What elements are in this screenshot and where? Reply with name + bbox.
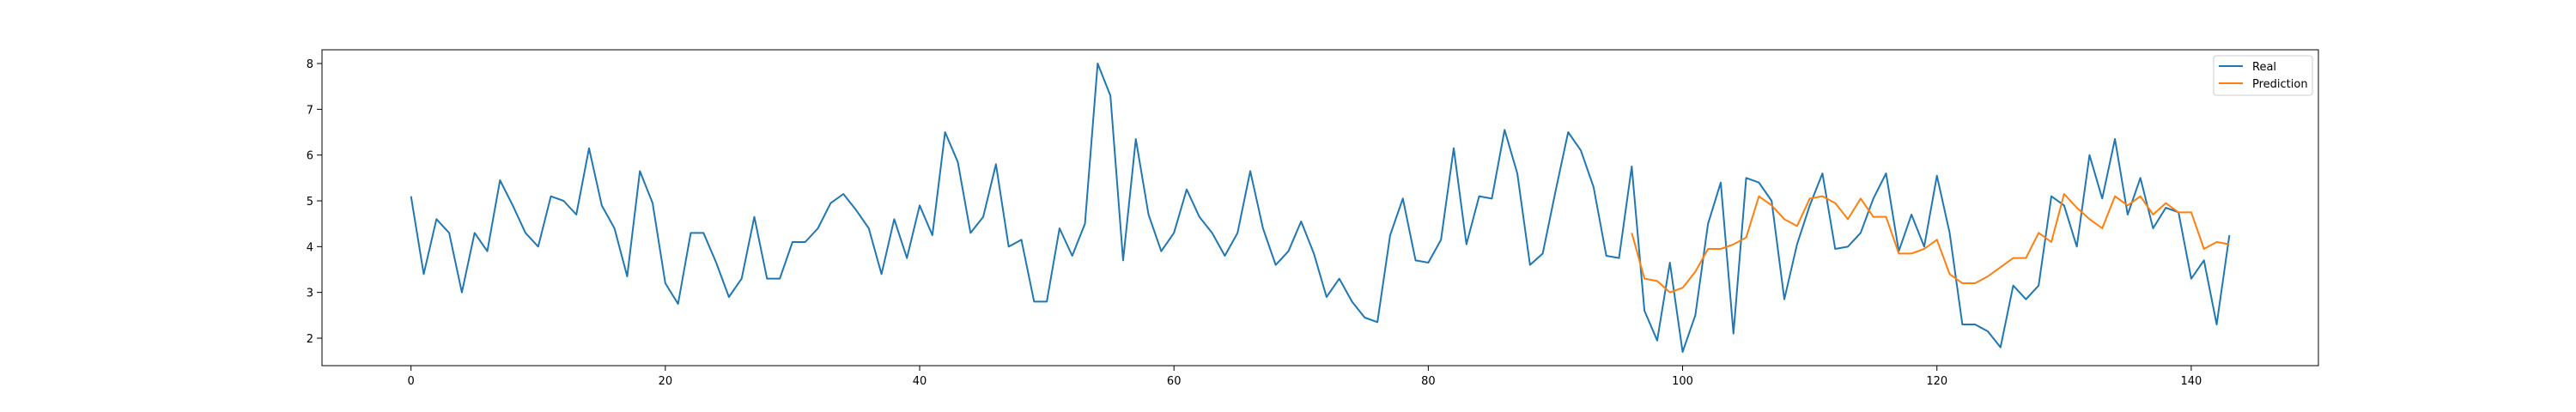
y-tick-label: 3 bbox=[307, 288, 313, 300]
plot-background bbox=[322, 50, 2318, 366]
legend-label-prediction: Prediction bbox=[2252, 78, 2308, 91]
legend-label-real: Real bbox=[2252, 61, 2276, 74]
x-tick-label: 20 bbox=[659, 375, 673, 388]
y-tick-label: 8 bbox=[307, 58, 313, 71]
x-axis: 0 20 40 60 80 100 120 140 bbox=[408, 366, 2202, 388]
x-tick-label: 100 bbox=[1672, 375, 1693, 388]
y-axis: 2 3 4 5 6 7 8 bbox=[307, 58, 322, 346]
y-tick-label: 7 bbox=[307, 104, 313, 117]
series-line-real bbox=[410, 63, 2231, 353]
y-tick-label: 2 bbox=[307, 333, 313, 346]
series-line-prediction bbox=[1631, 193, 2230, 294]
x-tick-label: 120 bbox=[1926, 375, 1947, 388]
x-tick-label: 80 bbox=[1421, 375, 1436, 388]
series-layer bbox=[410, 63, 2231, 353]
y-tick-label: 4 bbox=[307, 241, 313, 254]
x-tick-label: 60 bbox=[1167, 375, 1182, 388]
y-tick-label: 6 bbox=[307, 150, 313, 163]
plot-frame bbox=[321, 49, 2319, 367]
x-tick-label: 140 bbox=[2180, 375, 2202, 388]
legend: Real Prediction bbox=[2213, 55, 2313, 96]
x-tick-label: 0 bbox=[408, 375, 415, 388]
x-tick-label: 40 bbox=[913, 375, 927, 388]
y-tick-label: 5 bbox=[307, 196, 313, 209]
